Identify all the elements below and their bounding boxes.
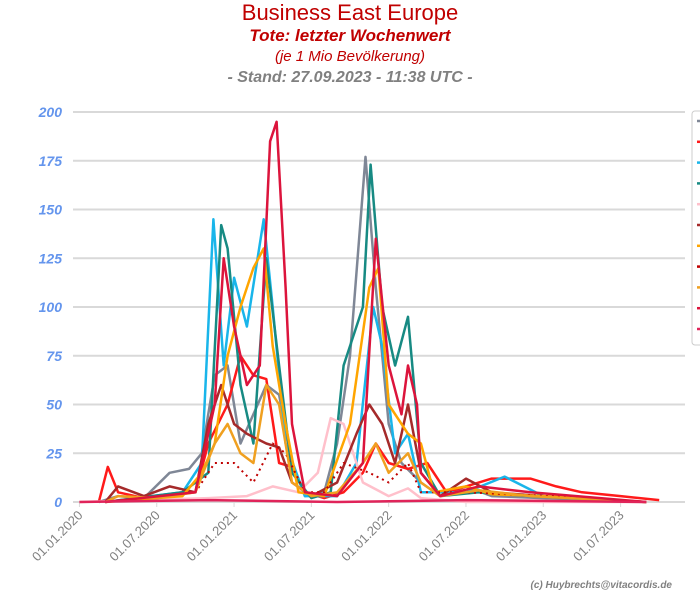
series-line-5 <box>79 416 647 504</box>
legend <box>691 110 700 346</box>
x-tick-label: 01.07.2022 <box>415 508 472 565</box>
series-line-9 <box>104 383 647 504</box>
x-tick-label: 01.01.2020 <box>29 508 86 565</box>
chart-subtitle-units: (je 1 Mio Bevölkerung) <box>274 48 426 65</box>
series-line-4 <box>105 163 647 504</box>
series-line-11 <box>79 498 647 504</box>
x-tick-label: 01.07.2020 <box>106 508 163 565</box>
x-tick-label: 01.07.2021 <box>261 508 318 565</box>
series-line-7 <box>105 247 647 504</box>
y-tick-label: 25 <box>45 445 62 461</box>
x-tick-label: 01.07.2023 <box>570 508 627 565</box>
credit: (c) Huybrechts@vitacordis.de <box>530 580 672 591</box>
y-tick-label: 0 <box>54 494 62 510</box>
x-tick-label: 01.01.2023 <box>493 508 550 565</box>
y-tick-label: 175 <box>39 153 63 169</box>
y-tick-label: 50 <box>46 397 62 413</box>
series-line-3 <box>105 218 647 504</box>
chart-title: Business East Europe <box>241 0 459 25</box>
series-line-2 <box>97 354 660 503</box>
x-tick-label: 01.01.2022 <box>338 508 395 565</box>
chart-subtitle: Tote: letzter Wochenwert <box>249 26 451 45</box>
timestamp: - Stand: 27.09.2023 - 11:38 UTC - <box>227 69 473 86</box>
series-line-10 <box>105 120 647 504</box>
y-tick-label: 100 <box>39 299 63 315</box>
y-tick-label: 200 <box>38 104 63 120</box>
y-tick-label: 75 <box>46 348 62 364</box>
y-tick-label: 150 <box>39 202 63 218</box>
y-tick-label: 125 <box>39 250 63 266</box>
x-tick-label: 01.01.2021 <box>184 508 241 565</box>
